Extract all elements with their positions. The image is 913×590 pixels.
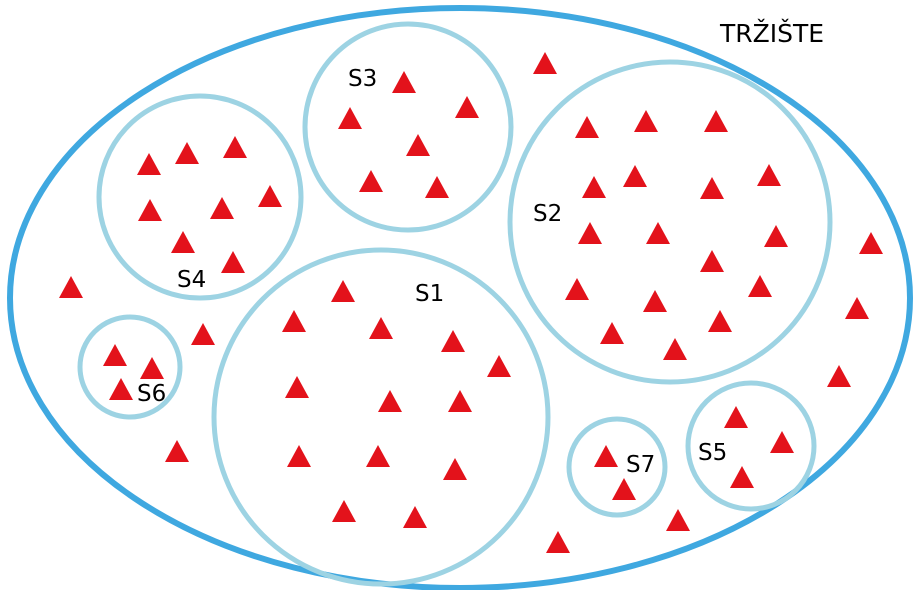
customer-triangle-marker xyxy=(859,232,883,254)
customer-triangle-marker xyxy=(441,330,465,352)
customer-triangle-marker xyxy=(406,134,430,156)
customer-triangle-marker xyxy=(646,222,670,244)
customer-triangle-marker xyxy=(425,176,449,198)
segment-label-s4: S4 xyxy=(177,267,206,293)
customer-triangle-marker xyxy=(724,406,748,428)
customer-triangle-marker xyxy=(600,322,624,344)
customer-triangle-marker xyxy=(171,231,195,253)
customer-triangle-marker xyxy=(827,365,851,387)
segment-label-s3: S3 xyxy=(348,66,377,92)
customer-triangle-marker xyxy=(487,355,511,377)
customer-triangle-marker xyxy=(366,445,390,467)
customer-triangle-marker xyxy=(730,466,754,488)
customer-triangle-marker xyxy=(140,357,164,379)
customer-triangle-marker xyxy=(455,96,479,118)
customer-triangle-marker xyxy=(575,116,599,138)
customer-triangle-marker xyxy=(282,310,306,332)
customer-triangle-marker xyxy=(221,251,245,273)
segment-label-s2: S2 xyxy=(533,201,562,227)
segment-s1-circle xyxy=(211,247,551,587)
customer-triangle-marker xyxy=(378,390,402,412)
customer-triangle-marker xyxy=(369,317,393,339)
customer-triangle-marker xyxy=(764,225,788,247)
customer-triangle-marker xyxy=(700,177,724,199)
segment-label-s1: S1 xyxy=(415,281,444,307)
customer-triangle-marker xyxy=(448,390,472,412)
customer-triangle-marker xyxy=(359,170,383,192)
customer-markers xyxy=(59,52,883,553)
customer-triangle-marker xyxy=(403,506,427,528)
customer-triangle-marker xyxy=(704,110,728,132)
customer-triangle-marker xyxy=(623,165,647,187)
segment-s5-circle xyxy=(685,380,817,512)
customer-triangle-marker xyxy=(770,431,794,453)
customer-triangle-marker xyxy=(533,52,557,74)
customer-triangle-marker xyxy=(565,278,589,300)
customer-triangle-marker xyxy=(663,338,687,360)
customer-triangle-marker xyxy=(165,440,189,462)
customer-triangle-marker xyxy=(634,110,658,132)
segment-s2-circle xyxy=(507,59,833,385)
customer-triangle-marker xyxy=(210,197,234,219)
customer-triangle-marker xyxy=(748,275,772,297)
segment-label-s7: S7 xyxy=(626,452,655,478)
segment-label-s5: S5 xyxy=(698,440,727,466)
segment-s3-circle xyxy=(302,21,514,233)
segment-s7-circle xyxy=(566,416,668,518)
customer-triangle-marker xyxy=(138,199,162,221)
customer-triangle-marker xyxy=(59,276,83,298)
customer-triangle-marker xyxy=(594,445,618,467)
customer-triangle-marker xyxy=(708,310,732,332)
customer-triangle-marker xyxy=(137,153,161,175)
market-label: TRŽIŠTE xyxy=(719,18,824,48)
segment-s6-circle xyxy=(77,314,183,420)
customer-triangle-marker xyxy=(845,297,869,319)
customer-triangle-marker xyxy=(700,250,724,272)
customer-triangle-marker xyxy=(223,136,247,158)
customer-triangle-marker xyxy=(578,222,602,244)
customer-triangle-marker xyxy=(332,500,356,522)
customer-triangle-marker xyxy=(546,531,570,553)
customer-triangle-marker xyxy=(175,142,199,164)
customer-triangle-marker xyxy=(612,478,636,500)
customer-triangle-marker xyxy=(392,71,416,93)
customer-triangle-marker xyxy=(287,445,311,467)
customer-triangle-marker xyxy=(109,378,133,400)
segment-circles xyxy=(77,21,833,587)
market-boundary xyxy=(7,5,913,590)
customer-triangle-marker xyxy=(643,290,667,312)
segment-label-s6: S6 xyxy=(137,381,166,407)
segment-s4-circle xyxy=(96,93,304,301)
customer-triangle-marker xyxy=(338,107,362,129)
customer-triangle-marker xyxy=(258,185,282,207)
customer-triangle-marker xyxy=(285,376,309,398)
customer-triangle-marker xyxy=(191,323,215,345)
customer-triangle-marker xyxy=(331,280,355,302)
customer-triangle-marker xyxy=(666,509,690,531)
customer-triangle-marker xyxy=(582,176,606,198)
customer-triangle-marker xyxy=(103,344,127,366)
customer-triangle-marker xyxy=(443,458,467,480)
customer-triangle-marker xyxy=(757,164,781,186)
